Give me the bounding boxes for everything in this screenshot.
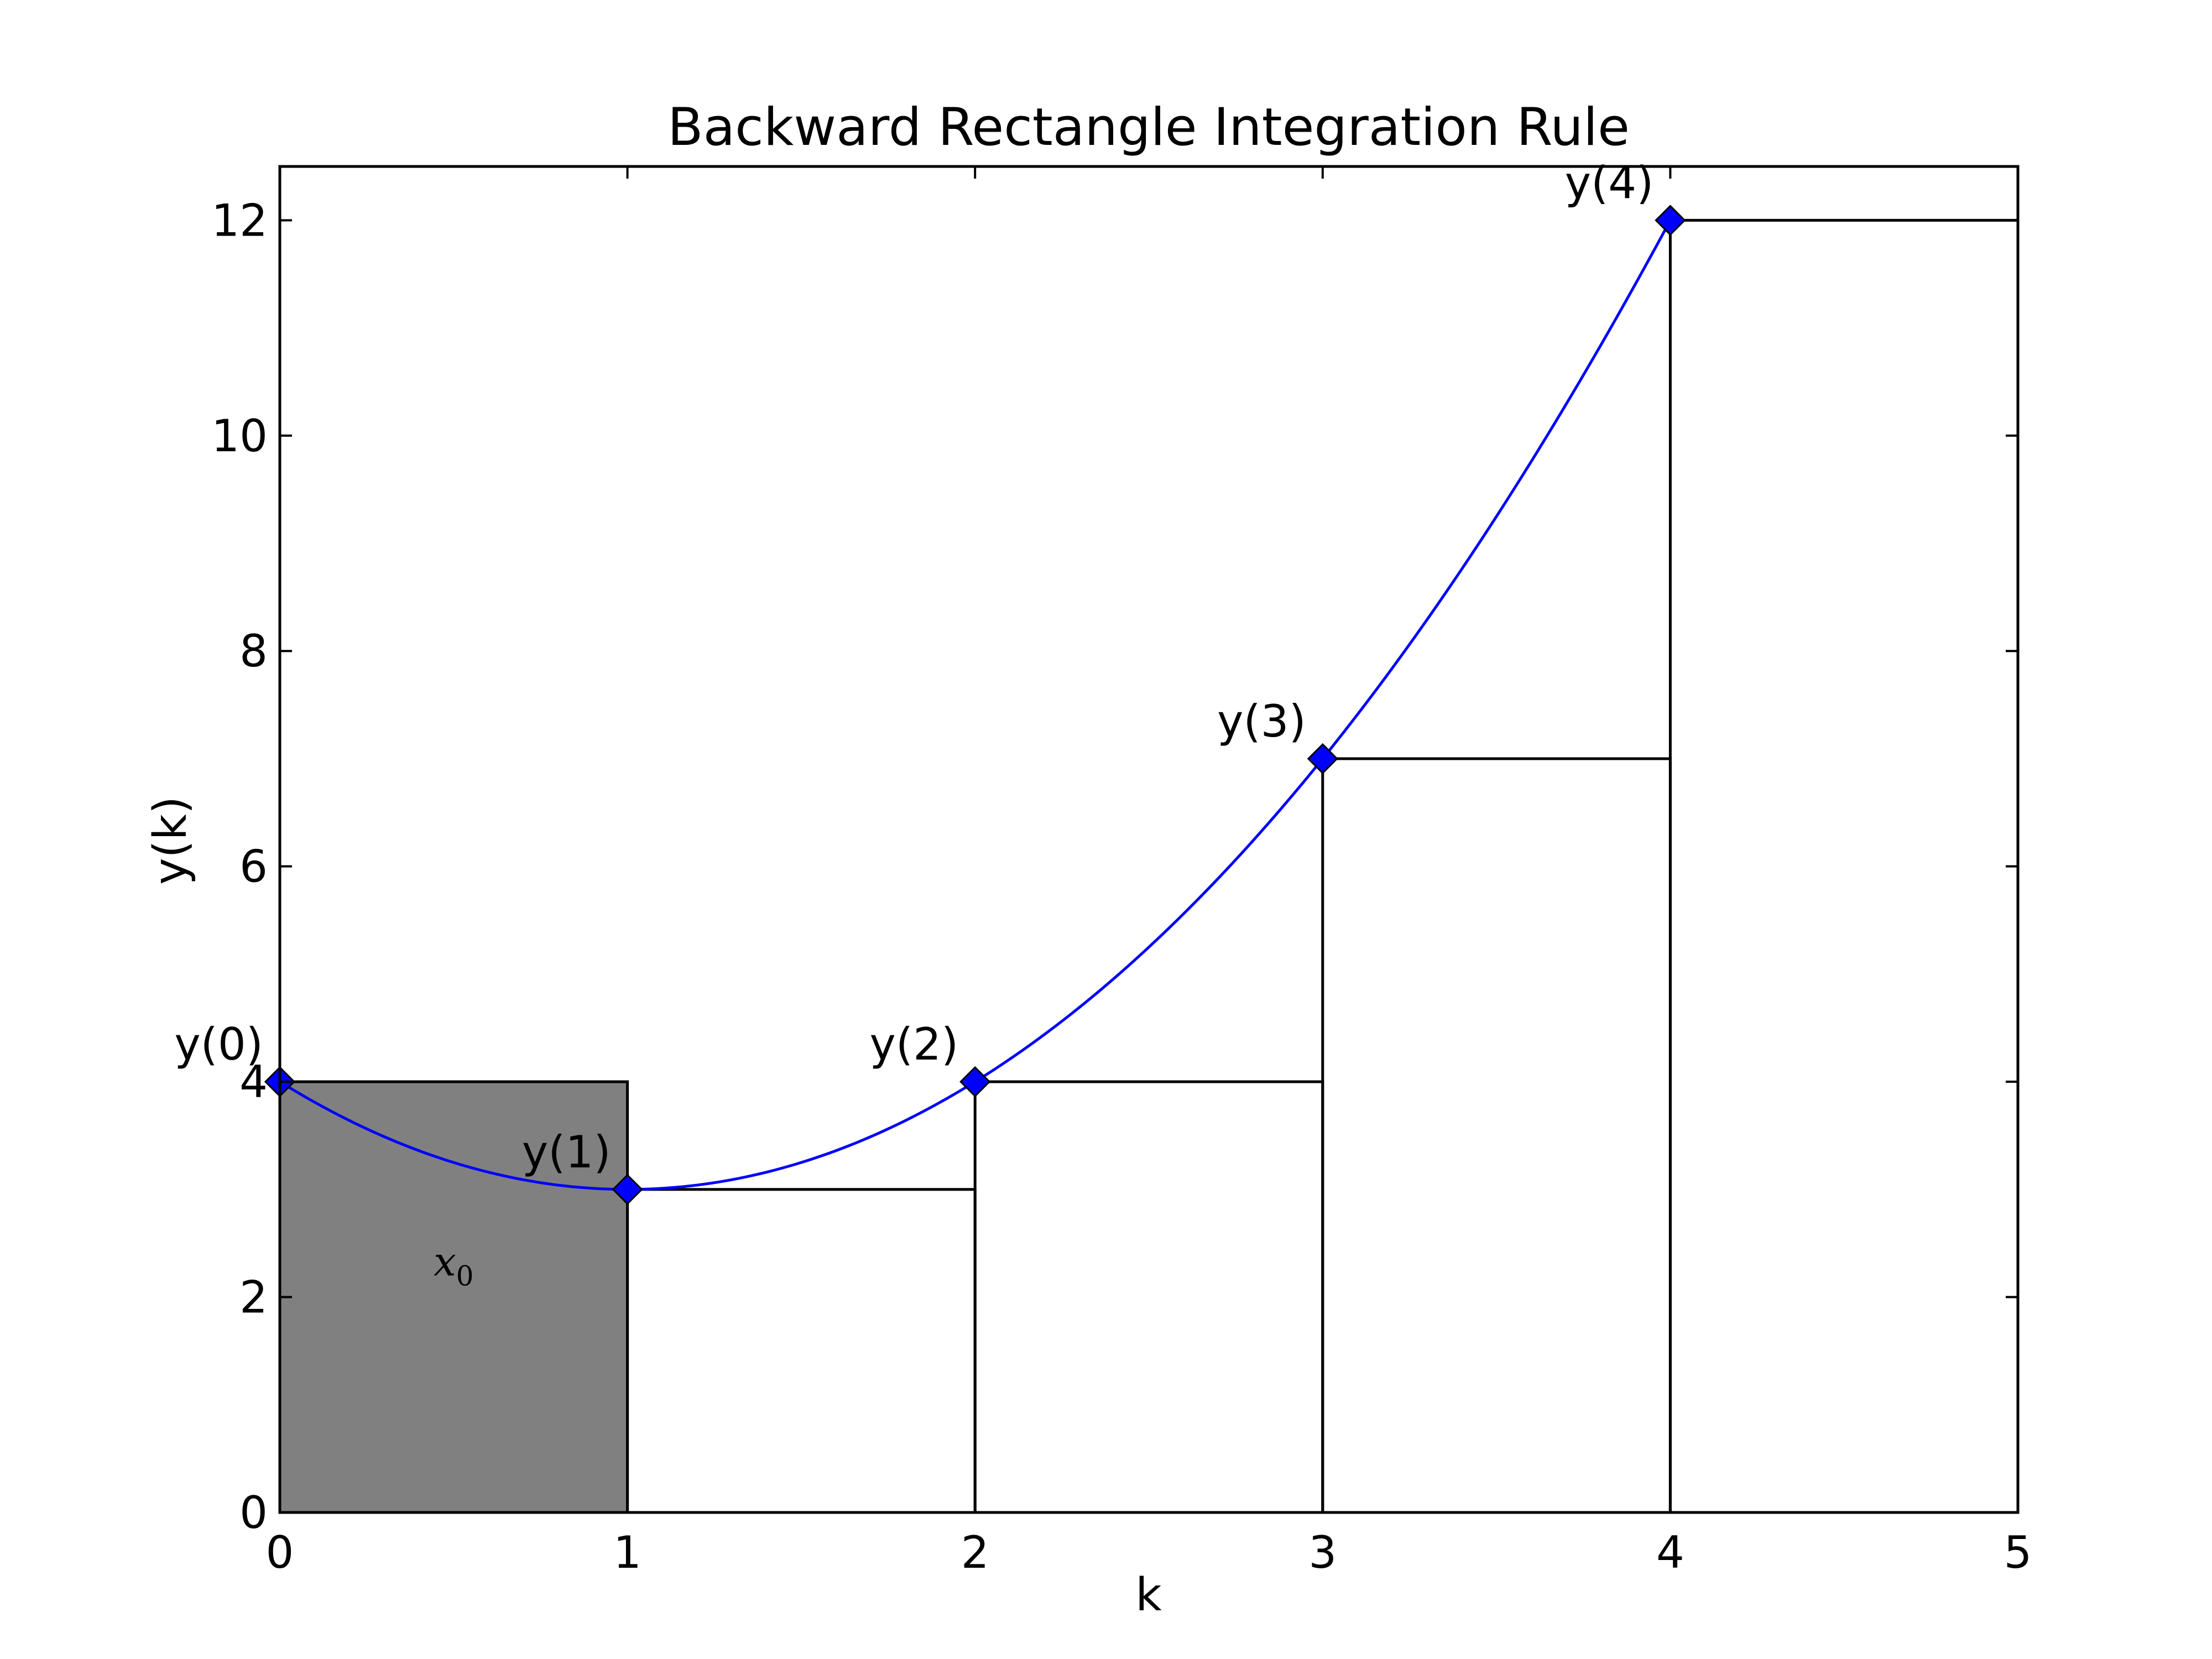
y-axis-label: y(k) [144, 796, 197, 885]
point-label: y(3) [1217, 696, 1306, 747]
y-tick-label: 8 [239, 625, 268, 677]
y-tick-label: 4 [239, 1056, 268, 1108]
y-tick-label: 10 [211, 410, 268, 462]
plot-frame [278, 165, 2020, 1514]
x-axis-label: k [1135, 1569, 1162, 1621]
y-tick-label: 0 [239, 1487, 268, 1538]
integration-rectangle-0 [278, 1080, 629, 1514]
area-annotation: x0 [434, 1239, 473, 1292]
y-tick-label: 2 [239, 1272, 268, 1323]
point-label: y(4) [1565, 157, 1654, 208]
chart-title: Backward Rectangle Integration Rule [667, 97, 1630, 158]
point-label: y(1) [522, 1126, 611, 1178]
x-tick-label: 2 [961, 1527, 989, 1578]
x-tick-label: 1 [613, 1527, 641, 1578]
point-label: y(0) [174, 1019, 263, 1070]
x-tick-label: 0 [266, 1527, 294, 1578]
data-point-marker [1307, 743, 1338, 775]
y-tick-label: 6 [239, 841, 268, 893]
x-tick-label: 5 [2004, 1527, 2032, 1578]
y-tick-label: 12 [211, 195, 268, 246]
data-point-marker [612, 1173, 643, 1205]
labels-layer: y(0) y(1) y(2) y(3) y(4) x0 [174, 157, 1653, 1292]
data-point-marker [1655, 205, 1686, 236]
x-tick-label: 3 [1308, 1527, 1337, 1578]
point-label: y(2) [870, 1019, 959, 1070]
data-point-marker [959, 1066, 991, 1098]
x-tick-label: 4 [1656, 1527, 1684, 1578]
